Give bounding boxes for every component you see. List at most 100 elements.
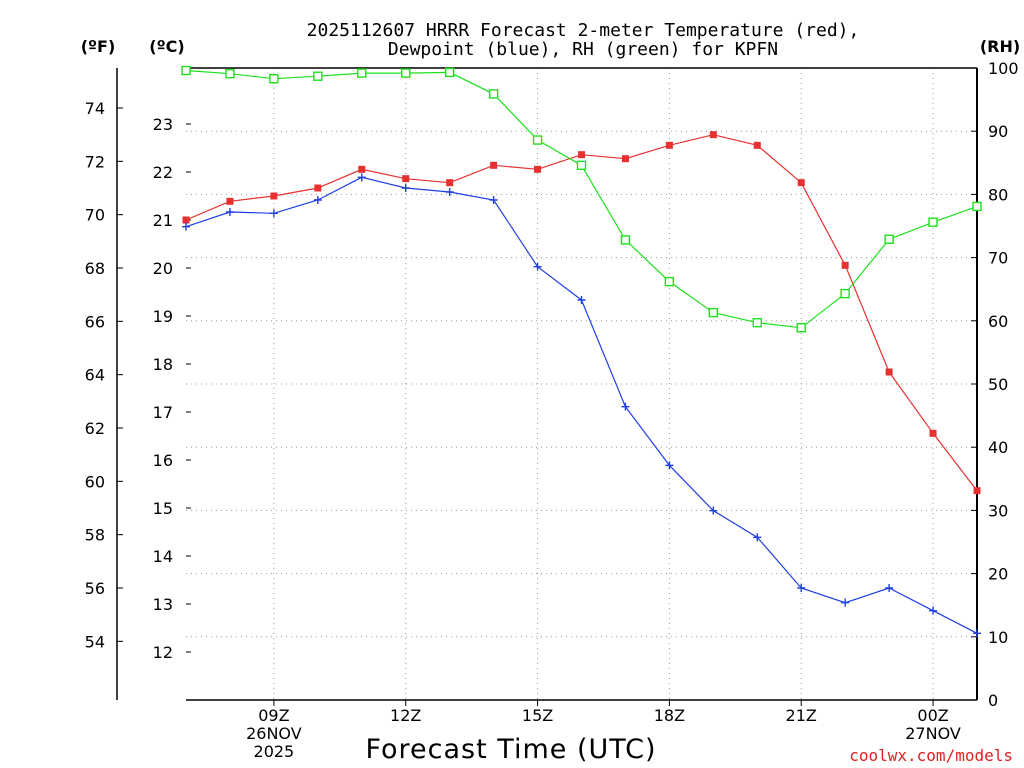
temperature-point [578,151,585,159]
rh-point [840,288,850,299]
f-tick-label: 74 [85,99,105,118]
temperature-point [270,192,278,200]
f-tick-label: 64 [85,366,105,385]
f-tick-label: 54 [85,632,105,651]
rh-unit-label: (RH) [980,37,1020,56]
axes [116,67,978,706]
temperature-point [358,165,366,173]
x-tick-label: 21Z [786,706,817,725]
dewpoint-point [885,584,894,592]
c-tick-label: 12 [153,643,173,662]
rh-point [313,71,323,81]
c-tick-label: 23 [153,115,173,134]
dewpoint-point [225,208,234,216]
gridlines [186,68,977,700]
rh-tick-label: 0 [988,691,998,710]
temperature-point [226,197,234,205]
chart-title-line-2: Dewpoint (blue), RH (green) for KPFN [388,39,778,60]
rh-tick-label: 70 [988,249,1008,268]
temperature-point [841,261,849,269]
dewpoint-point [797,584,806,592]
dewpoint-point [753,533,762,542]
rh-point [401,68,411,78]
temperature-point [402,175,410,183]
temperature-point [182,216,190,224]
temperature-point [885,368,893,376]
temperature-point [665,141,673,149]
c-tick-label: 16 [153,451,173,470]
rh-tick-label: 50 [988,375,1008,394]
temperature-point [490,161,498,169]
series-rh [181,65,982,333]
rh-tick-label: 20 [988,565,1008,584]
c-tick-label: 13 [153,595,173,614]
c-tick-label: 18 [153,355,173,374]
temperature-point [753,141,761,149]
c-tick-label: 20 [153,259,173,278]
temperature-point [973,487,981,495]
x-tick-label: 09Z [258,706,289,725]
x-tick-label: 2025 [254,742,295,761]
rh-point [576,160,587,171]
dewpoint-line [185,176,978,634]
dewpoint-point [269,209,278,218]
rh-point [752,317,762,328]
c-tick-label: 14 [153,547,173,566]
rh-point [488,89,499,99]
dewpoint-point [709,506,718,515]
chart-title-line-1: 2025112607 HRRR Forecast 2-meter Tempera… [307,20,860,41]
celsius-unit-label: (ºC) [149,37,184,56]
temperature-point [314,184,322,192]
rh-point [269,74,279,84]
rh-point [225,68,235,79]
f-tick-label: 70 [85,206,105,225]
data-series [181,65,982,638]
c-tick-label: 19 [153,307,173,326]
dewpoint-point [401,184,410,192]
rh-point [884,234,894,244]
temperature-point [929,429,937,437]
dewpoint-point [182,222,190,231]
temperature-point [797,179,805,187]
rh-point [708,307,719,318]
x-tick-label: 15Z [522,706,553,725]
dewpoint-point [929,606,938,615]
rh-point [796,323,806,333]
dewpoint-point [445,188,454,196]
series-temperature [182,131,981,495]
x-tick-label: 26NOV [246,724,302,743]
f-tick-label: 66 [85,312,105,331]
credit-text: coolwx.com/models [849,746,1013,765]
x-tick-label: 12Z [390,706,421,725]
rh-tick-label: 40 [988,438,1008,457]
x-tick-label: 18Z [654,706,685,725]
rh-point [357,68,367,78]
rh-tick-label: 10 [988,628,1008,647]
x-tick-label: 27NOV [905,724,961,743]
rh-point [664,276,675,287]
rh-tick-label: 60 [988,312,1008,331]
rh-point [444,67,455,78]
temperature-line [185,134,978,492]
series-dewpoint [182,173,981,638]
rh-point [928,217,938,227]
f-tick-label: 58 [85,526,105,545]
temperature-point [534,165,542,173]
rh-tick-label: 100 [988,59,1019,78]
dewpoint-point [665,461,674,470]
dewpoint-point [621,402,630,411]
dewpoint-point [973,629,981,638]
dewpoint-point [357,173,366,182]
x-tick-label: 00Z [917,706,948,725]
rh-tick-label: 30 [988,501,1008,520]
fahrenheit-unit-label: (ºF) [81,37,116,56]
rh-tick-label: 90 [988,122,1008,141]
f-tick-label: 68 [85,259,105,278]
rh-point [532,135,543,145]
temperature-point [621,155,629,163]
c-tick-label: 22 [153,163,173,182]
rh-point [972,201,982,212]
c-tick-label: 15 [153,499,173,518]
